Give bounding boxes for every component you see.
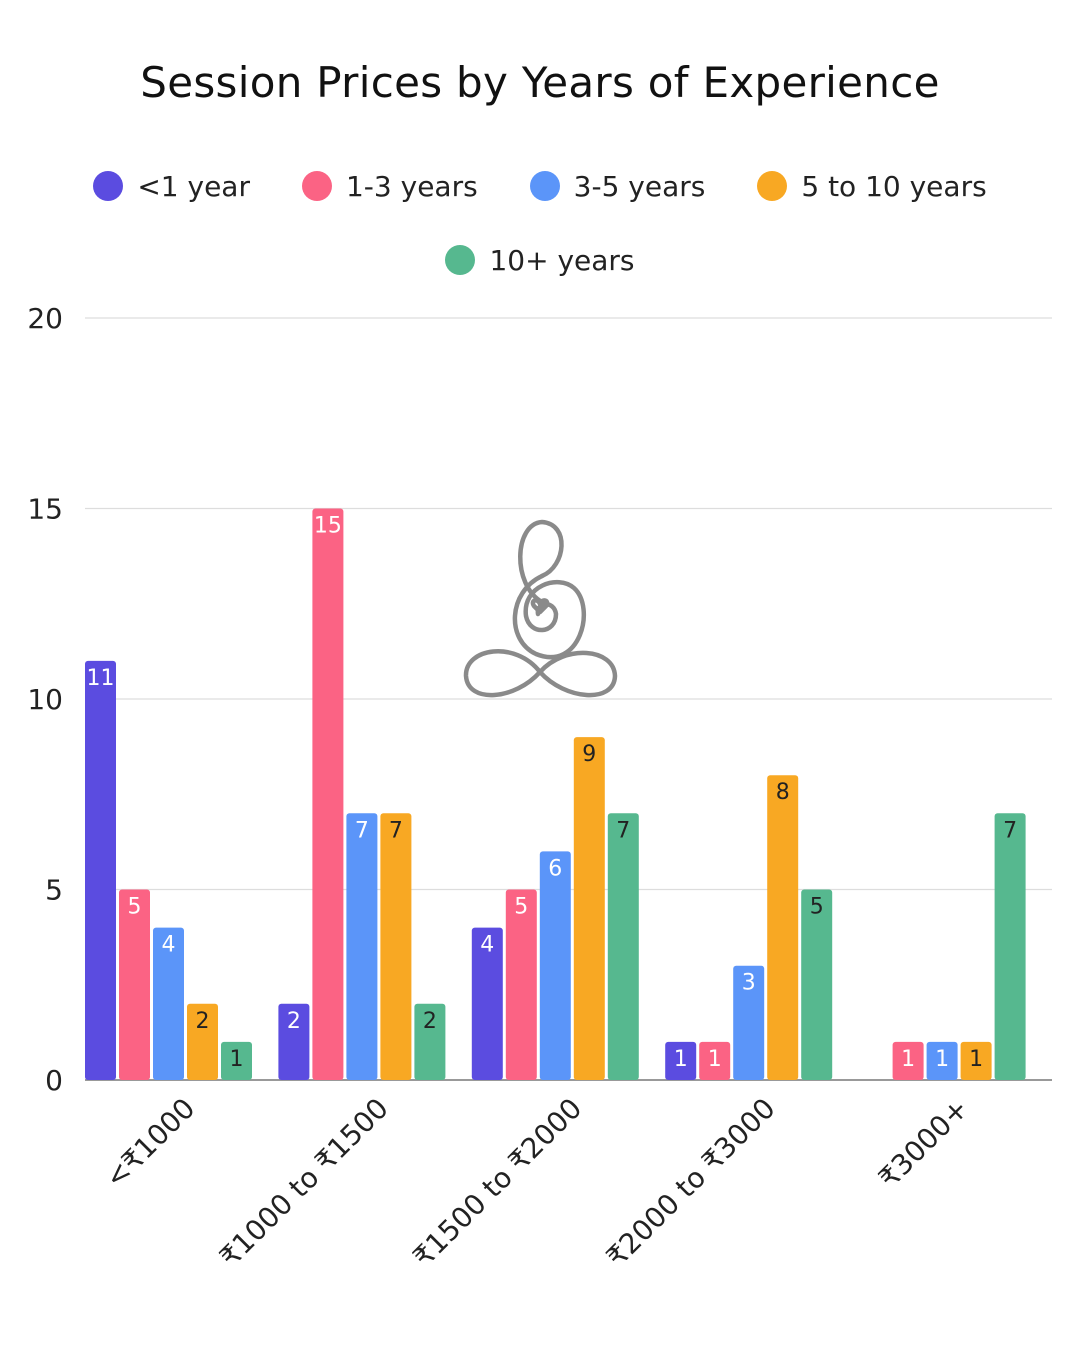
- data-label: 8: [776, 780, 790, 805]
- legend-swatch: [757, 171, 788, 201]
- data-label: 1: [901, 1047, 915, 1072]
- data-label: 1: [708, 1047, 722, 1072]
- bar: [960, 1041, 992, 1080]
- data-label: 5: [810, 895, 824, 920]
- y-tick-label: 0: [45, 1064, 63, 1097]
- legend-label: 3-5 years: [573, 169, 706, 203]
- bar: [505, 889, 537, 1080]
- bar: [153, 927, 184, 1080]
- bar: [994, 813, 1026, 1080]
- x-category-label: ₹3000+: [872, 1092, 975, 1195]
- data-label: 4: [162, 933, 176, 958]
- data-label: 2: [423, 1009, 437, 1034]
- bar: [733, 965, 765, 1080]
- data-label: 7: [616, 818, 630, 843]
- data-label: 11: [87, 666, 115, 691]
- bar: [278, 1003, 310, 1080]
- bar: [471, 927, 503, 1080]
- legend-label: 5 to 10 years: [801, 169, 987, 203]
- bar: [119, 889, 150, 1080]
- data-label: 7: [355, 818, 369, 843]
- y-tick-label: 10: [27, 683, 63, 716]
- data-label: 1: [969, 1047, 983, 1072]
- x-category-label: ₹1000 to ₹1500: [213, 1092, 395, 1274]
- legend-label: 1-3 years: [345, 169, 478, 203]
- legend-swatch: [529, 171, 560, 201]
- legend-item-less-than-1-year: <1 year: [93, 170, 250, 203]
- bar: [539, 851, 571, 1080]
- legend-row-2: 10+ years: [0, 234, 1080, 286]
- bar: [380, 813, 412, 1080]
- legend-row-1: <1 year 1-3 years 3-5 years 5 to 10 year…: [0, 160, 1080, 212]
- data-label: 7: [1003, 818, 1017, 843]
- data-label: 6: [548, 856, 562, 881]
- y-tick-label: 20: [27, 302, 63, 335]
- data-label: 2: [287, 1009, 301, 1034]
- data-label: 15: [314, 514, 342, 539]
- bars-layer: [85, 508, 1026, 1080]
- chart-legend: <1 year 1-3 years 3-5 years 5 to 10 year…: [0, 160, 1080, 308]
- bar: [926, 1041, 958, 1080]
- x-category-label: <₹1000: [99, 1092, 202, 1195]
- data-label: 3: [742, 971, 756, 996]
- data-label: 1: [230, 1047, 244, 1072]
- y-tick-label: 5: [45, 874, 63, 907]
- bar: [346, 813, 378, 1080]
- legend-swatch: [445, 245, 476, 275]
- legend-item-3-5-years: 3-5 years: [529, 169, 706, 203]
- bar: [187, 1003, 218, 1080]
- data-label: 1: [674, 1047, 688, 1072]
- x-category-label: ₹2000 to ₹3000: [600, 1092, 782, 1274]
- bar: [699, 1041, 731, 1080]
- legend-item-1-3-years: 1-3 years: [301, 169, 478, 203]
- chart-title: Session Prices by Years of Experience: [140, 58, 940, 107]
- data-label: 5: [514, 895, 528, 920]
- bar: [892, 1041, 924, 1080]
- data-label: 7: [389, 818, 403, 843]
- bar: [414, 1003, 446, 1080]
- legend-item-5-to-10-years: 5 to 10 years: [757, 169, 987, 203]
- bar: [665, 1041, 697, 1080]
- legend-label: 10+ years: [489, 243, 635, 277]
- bar: [85, 660, 116, 1080]
- data-label: 5: [128, 895, 142, 920]
- meditation-figure-icon: [463, 519, 618, 698]
- x-category-label: ₹1500 to ₹2000: [406, 1092, 588, 1274]
- bar: [221, 1041, 252, 1080]
- bar: [607, 813, 639, 1080]
- data-label: 2: [196, 1009, 210, 1034]
- legend-swatch: [301, 171, 332, 201]
- y-tick-label: 15: [27, 493, 63, 526]
- bar: [801, 889, 833, 1080]
- bar: [767, 775, 799, 1080]
- legend-item-10-plus-years: 10+ years: [445, 243, 635, 277]
- bar: [573, 737, 605, 1080]
- data-label: 1: [935, 1047, 949, 1072]
- data-label: 4: [480, 933, 494, 958]
- legend-label: <1 year: [137, 169, 250, 203]
- bar: [312, 508, 344, 1080]
- data-label: 9: [582, 742, 596, 767]
- legend-swatch: [93, 171, 124, 201]
